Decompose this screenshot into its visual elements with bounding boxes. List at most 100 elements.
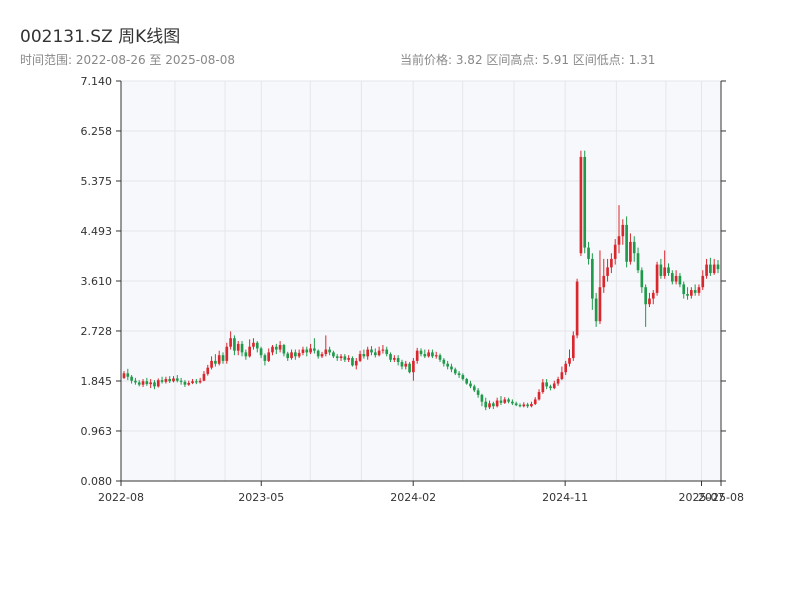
x-tick-label: 2025-08 — [698, 491, 744, 504]
candle-body — [339, 356, 343, 359]
candle-body — [130, 376, 133, 381]
candle-body — [431, 352, 434, 357]
y-tick-label: 2.728 — [81, 325, 113, 338]
candle-body — [202, 373, 206, 381]
candle-body — [324, 349, 328, 355]
candle-body — [469, 383, 472, 387]
candle-body — [134, 380, 137, 383]
candle-body — [533, 399, 537, 404]
candle-body — [233, 338, 236, 351]
candle-body — [362, 354, 366, 357]
candle-body — [526, 404, 529, 407]
candle-body — [377, 350, 381, 356]
candle-body — [484, 401, 488, 408]
candle-body — [488, 403, 491, 408]
candle-body — [701, 275, 705, 288]
candle-body — [670, 273, 674, 282]
candle-body — [564, 363, 568, 373]
candle-body — [179, 380, 183, 382]
candle-body — [172, 378, 175, 382]
candle-body — [644, 287, 647, 305]
candle-body — [183, 381, 187, 385]
candle-body — [575, 281, 579, 336]
y-tick-label: 7.140 — [81, 75, 113, 88]
y-tick-label: 3.610 — [81, 275, 113, 288]
candle-body — [278, 345, 282, 350]
candle-body — [236, 343, 240, 351]
candle-body — [297, 352, 301, 357]
candle-body — [507, 399, 510, 402]
candle-body — [195, 381, 198, 383]
candle-body — [686, 294, 689, 296]
candle-body — [674, 275, 678, 282]
candle-body — [282, 345, 286, 354]
chart-title: 002131.SZ 周K线图 — [20, 27, 181, 47]
candle-body — [141, 381, 145, 385]
candle-body — [632, 241, 636, 254]
candle-body — [446, 363, 449, 367]
candle-body — [164, 379, 168, 382]
candle-body — [472, 386, 476, 391]
candle-body — [400, 362, 404, 367]
candle-body — [347, 358, 350, 360]
candle-body — [503, 399, 507, 403]
x-tick-label: 2024-11 — [542, 491, 588, 504]
candle-body — [583, 156, 587, 248]
candle-body — [316, 350, 320, 357]
candle-body — [187, 382, 191, 385]
candle-body — [274, 346, 278, 350]
candle-body — [313, 348, 316, 351]
candle-body — [214, 360, 217, 364]
candle-body — [389, 354, 392, 360]
y-tick-label: 5.375 — [81, 175, 113, 188]
candle-body — [549, 386, 552, 389]
candle-body — [210, 360, 213, 368]
candle-body — [240, 343, 244, 353]
candle-body — [663, 267, 667, 276]
candle-body — [221, 355, 225, 361]
candle-body — [693, 290, 697, 293]
candle-body — [328, 349, 331, 353]
candle-body — [530, 403, 533, 407]
candle-body — [271, 346, 274, 353]
candle-body — [137, 382, 141, 385]
candle-body — [690, 290, 693, 296]
candle-body — [514, 403, 518, 406]
candle-body — [492, 403, 495, 407]
x-tick-label: 2025-07 — [679, 491, 725, 504]
candle-body — [225, 346, 229, 361]
candle-body — [404, 363, 408, 367]
candle-body — [252, 342, 255, 347]
candle-body — [175, 378, 179, 381]
candle-body — [495, 400, 499, 407]
candle-body — [206, 367, 210, 374]
candle-body — [522, 404, 526, 407]
candle-body — [587, 247, 590, 259]
candle-body — [579, 156, 583, 254]
x-tick-label: 2023-05 — [238, 491, 284, 504]
candle-body — [191, 381, 194, 383]
candle-body — [499, 400, 503, 403]
candle-body — [438, 355, 442, 360]
candle-body — [457, 373, 461, 376]
candle-body — [385, 349, 389, 355]
y-tick-label: 4.493 — [81, 225, 113, 238]
candle-body — [419, 350, 423, 355]
candle-body — [366, 349, 370, 357]
candle-body — [305, 349, 309, 353]
candle-body — [412, 360, 415, 373]
candle-body — [358, 354, 362, 361]
candle-body — [309, 348, 312, 353]
price-stats-label: 当前价格: 3.82 区间高点: 5.91 区间低点: 1.31 — [400, 53, 656, 67]
candle-body — [198, 380, 202, 383]
candle-body — [598, 287, 602, 322]
candle-body — [217, 355, 221, 364]
candle-body — [156, 380, 160, 387]
candle-body — [648, 298, 651, 305]
candle-body — [229, 338, 232, 347]
candle-body — [294, 352, 297, 357]
candle-body — [461, 375, 465, 380]
candle-body — [712, 264, 716, 274]
candle-body — [678, 275, 682, 285]
